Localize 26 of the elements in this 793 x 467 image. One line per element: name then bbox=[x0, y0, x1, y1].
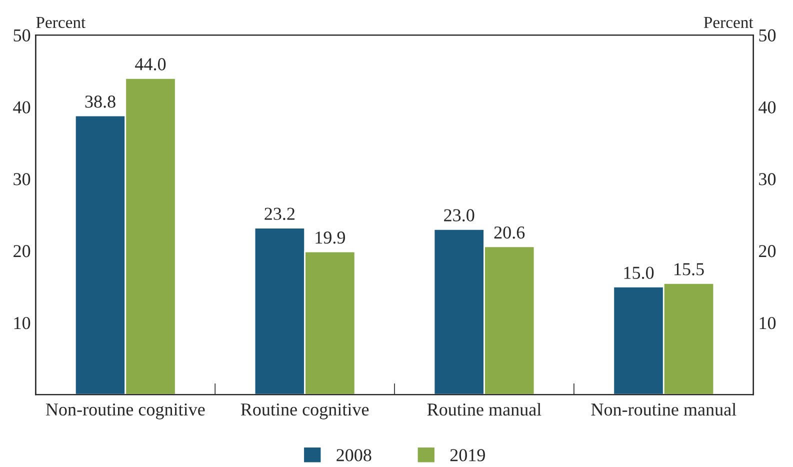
x-tick-label: Non-routine cognitive bbox=[46, 403, 205, 420]
y2-tick-label: 40 bbox=[758, 101, 776, 114]
data-label: 23.2 bbox=[264, 208, 294, 220]
y-tick-label: 30 bbox=[14, 173, 30, 186]
y2-tick-label: 10 bbox=[760, 316, 776, 330]
legend-label: 2008 bbox=[336, 449, 372, 462]
y-tick-label: 20 bbox=[14, 245, 30, 258]
data-label: 23.0 bbox=[444, 209, 474, 222]
y2-axis-title: Percent bbox=[704, 16, 754, 28]
y-tick-label: 40 bbox=[13, 101, 30, 114]
x-tick-label: Routine cognitive bbox=[240, 403, 369, 420]
x-tick-label: Routine manual bbox=[427, 402, 542, 416]
y-tick-label: 10 bbox=[14, 316, 30, 330]
data-label: 15.5 bbox=[674, 263, 704, 276]
data-label: 15.0 bbox=[624, 266, 654, 279]
data-label: 44.0 bbox=[135, 58, 166, 70]
data-label: 19.9 bbox=[316, 232, 345, 244]
data-label: 38.8 bbox=[85, 96, 116, 108]
y2-tick-label: 30 bbox=[759, 173, 776, 186]
y2-tick-label: 20 bbox=[759, 245, 776, 258]
y-tick-label: 50 bbox=[14, 29, 30, 42]
legend-label: 2019 bbox=[450, 449, 485, 462]
data-label: 20.6 bbox=[494, 226, 525, 239]
y2-tick-label: 50 bbox=[759, 29, 776, 42]
y-axis-title: Percent bbox=[36, 16, 86, 28]
x-tick-label: Non-routine manual bbox=[591, 402, 736, 416]
